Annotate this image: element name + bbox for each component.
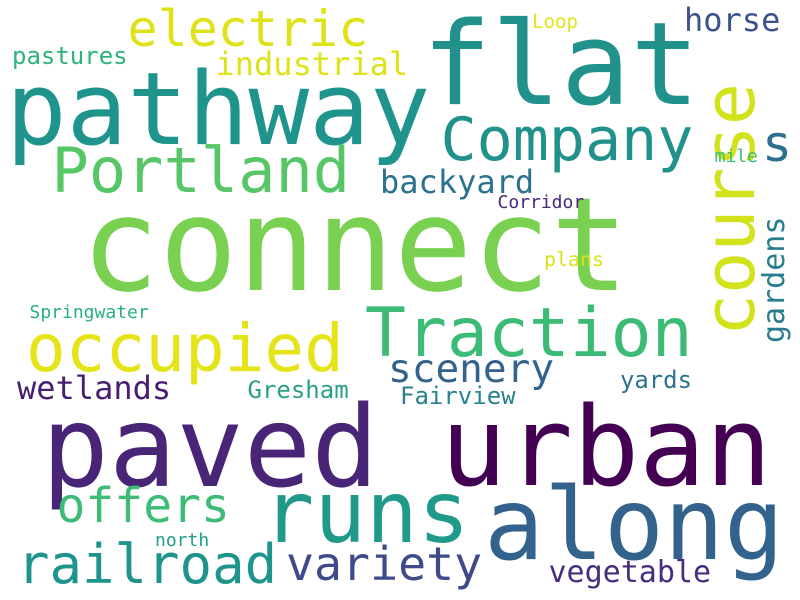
word-s: s (762, 115, 793, 173)
word-plans: plans (544, 248, 604, 271)
word-fairview: Fairview (400, 382, 516, 410)
word-backyard: backyard (380, 163, 535, 201)
word-gresham: Gresham (247, 376, 349, 404)
word-yards: yards (620, 366, 692, 394)
word-horse: horse (684, 1, 781, 39)
word-scenery: scenery (388, 345, 555, 392)
word-gardens: gardens (757, 216, 792, 343)
word-railroad: railroad (17, 533, 278, 596)
word-electric: electric (127, 0, 369, 58)
word-course: course (689, 82, 771, 336)
word-pastures: pastures (12, 42, 128, 70)
word-flat: flat (422, 0, 700, 132)
word-portland: Portland (51, 134, 351, 207)
word-offers: offers (56, 478, 230, 534)
word-corridor: Corridor (497, 192, 585, 213)
word-along: along (484, 466, 784, 583)
word-connect: connect (81, 169, 629, 321)
word-urban: urban (440, 383, 772, 511)
word-pathway: pathway (6, 50, 431, 168)
word-traction: Traction (365, 294, 693, 373)
word-variety: variety (286, 536, 483, 591)
word-wetlands: wetlands (17, 369, 172, 407)
word-paved: paved (41, 383, 379, 513)
word-vegetable: vegetable (548, 555, 712, 590)
word-runs: runs (262, 463, 470, 563)
word-company: Company (440, 105, 694, 175)
word-industrial: industrial (215, 45, 409, 83)
word-loop: Loop (532, 10, 578, 33)
word-occupied: occupied (26, 310, 344, 387)
word-springwater: Springwater (29, 302, 149, 323)
word-north: north (155, 530, 210, 551)
word-mile: mile (714, 146, 758, 167)
